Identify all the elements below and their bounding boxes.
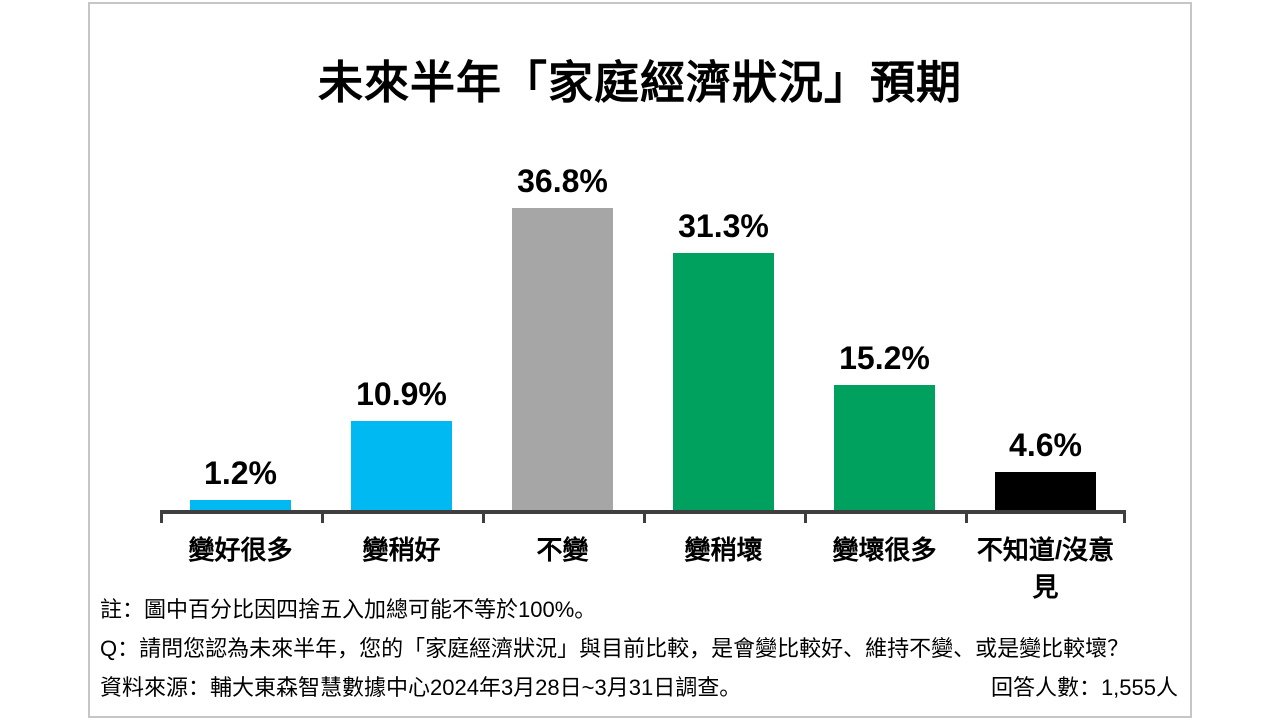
x-axis-labels: 變好很多 變稍好 不變 變稍壞 變壞很多 不知道/沒意見 [160, 530, 1126, 604]
source-row: 資料來源：輔大東森智慧數據中心2024年3月28日~3月31日調查。 回答人數：… [100, 668, 1178, 707]
bar [351, 421, 452, 510]
axis-tick [804, 510, 807, 523]
bar [512, 208, 613, 510]
respondent-count: 回答人數：1,555人 [990, 675, 1178, 700]
axis-tick [965, 510, 968, 523]
x-category-label: 不變 [536, 535, 589, 565]
x-category-label: 變稍壞 [684, 535, 763, 565]
x-category-label: 不知道/沒意見 [976, 535, 1115, 602]
axis-tick [321, 510, 324, 523]
axis-tick [1123, 510, 1126, 523]
chart-title: 未來半年「家庭經濟狀況」預期 [317, 57, 962, 108]
bar-value-label: 4.6% [1009, 427, 1082, 463]
bar [190, 500, 291, 510]
bar-chart: 1.2% 10.9% 36.8% 31.3% 15.2% 4.6% [160, 4, 1126, 510]
x-category-label: 變壞很多 [832, 535, 937, 565]
data-source: 資料來源：輔大東森智慧數據中心2024年3月28日~3月31日調查。 [100, 675, 742, 700]
bar [834, 385, 935, 510]
axis-tick [482, 510, 485, 523]
bar-value-label: 1.2% [204, 455, 277, 491]
x-axis [160, 510, 1126, 523]
x-category-label: 變好很多 [188, 535, 293, 565]
bar [673, 253, 774, 510]
bar [995, 472, 1096, 510]
chart-panel: 未來半年「家庭經濟狀況」預期 1.2% 10.9% 36.8% 31.3% 15.2% 4… [88, 2, 1192, 718]
survey-question: Q：請問您認為未來半年，您的「家庭經濟狀況」與目前比較，是會變比較好、維持不變、… [100, 636, 1130, 661]
footnote: 註：圖中百分比因四捨五入加總可能不等於100%。 [100, 597, 597, 622]
bar-value-label: 36.8% [517, 163, 608, 199]
bar-value-label: 10.9% [356, 376, 447, 412]
axis-tick [160, 510, 163, 523]
bar-value-label: 31.3% [678, 208, 769, 244]
x-category-label: 變稍好 [362, 535, 441, 565]
axis-tick [643, 510, 646, 523]
footer-notes: 註：圖中百分比因四捨五入加總可能不等於100%。 Q：請問您認為未來半年，您的「… [100, 590, 1178, 707]
bar-value-label: 15.2% [839, 340, 930, 376]
